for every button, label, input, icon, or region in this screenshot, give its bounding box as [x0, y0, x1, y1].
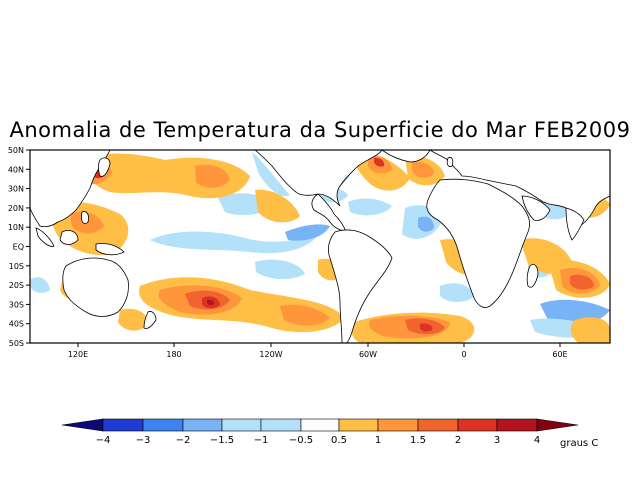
colorbar-unit: graus C: [560, 438, 598, 449]
lat-label-10n: 10N: [8, 223, 24, 232]
landmass-australia: [62, 257, 129, 317]
lon-label-180: 180: [166, 350, 181, 359]
landmass-philippines: [81, 211, 89, 224]
colorbar-swatch-2: [102, 418, 144, 432]
landmass-south-america: [327, 229, 393, 343]
lat-label-50s: 50S: [9, 339, 24, 348]
continents: [30, 150, 610, 343]
colorbar-label-4: −1.5: [210, 435, 234, 446]
lat-label-20n: 20N: [8, 204, 24, 213]
colorbar-label-9: 1.5: [410, 435, 426, 446]
colorbar-label-7: 0.5: [331, 435, 347, 446]
landmass-new-zealand: [143, 311, 157, 329]
colorbar-label-10: 2: [455, 435, 461, 446]
colorbar-swatch-10: [417, 418, 459, 432]
warm-core-south-indian-2: [570, 274, 594, 290]
colorbar-swatch-5: [221, 418, 262, 432]
lat-label-50n: 50N: [8, 146, 24, 155]
lat-label-30n: 30N: [8, 185, 24, 194]
landmass-eurasia: [30, 150, 610, 228]
cool-patch-southwest-pacific: [30, 277, 50, 293]
landmass-sumatra: [35, 227, 55, 247]
cool-patch-california: [252, 152, 290, 197]
colorbar-label-2: −3: [136, 435, 151, 446]
warm-anomalies-strong: [70, 155, 600, 339]
landmass-india: [565, 207, 585, 241]
warm-core-south-atlantic-hot: [420, 323, 433, 332]
lon-label-120e: 120E: [68, 350, 88, 359]
landmass-new-guinea: [95, 243, 125, 256]
warm-core-south-pacific-extreme: [207, 299, 215, 306]
landmass-arabia: [521, 195, 551, 221]
lon-label-60e: 60E: [552, 350, 567, 359]
colorbar-label-5: −1: [254, 435, 269, 446]
warm-core-south-pacific-east: [280, 304, 330, 326]
lat-label-30s: 30S: [9, 300, 24, 309]
landmass-borneo: [59, 230, 79, 245]
lon-label-120w: 120W: [259, 350, 282, 359]
landmass-japan: [98, 157, 111, 177]
cool-patch-gulf-guinea: [418, 216, 434, 232]
colorbar-swatch-6: [260, 418, 302, 432]
colorbar-swatch-4: [182, 418, 223, 432]
lat-axis: 50N 40N 30N 20N 10N EQ 10S 20S 30S 40S 5…: [8, 146, 30, 348]
colorbar-swatch-8: [338, 418, 379, 432]
colorbar-swatch-7: [300, 418, 340, 432]
colorbar-label-11: 3: [494, 435, 500, 446]
colorbar-label-12: 4: [534, 435, 540, 446]
colorbar-swatch-13: [536, 418, 579, 432]
colorbar-label-6: −0.5: [289, 435, 313, 446]
warm-core-north-pacific: [195, 164, 230, 188]
lat-label-40s: 40S: [9, 320, 24, 329]
cool-patch-caribbean: [348, 198, 392, 216]
colorbar-swatch-11: [457, 418, 498, 432]
warm-core-north-atlantic-hot: [374, 157, 385, 167]
lat-label-10s: 10S: [9, 262, 24, 271]
colorbar-swatch-3: [142, 418, 184, 432]
lon-axis: 120E 180 120W 60W 0 60E: [68, 343, 568, 359]
lat-label-eq: EQ: [13, 243, 24, 252]
warm-core-east-atlantic: [412, 161, 434, 178]
colorbar-label-1: −4: [96, 435, 111, 446]
lon-label-0: 0: [461, 350, 466, 359]
lat-label-40n: 40N: [8, 165, 24, 174]
landmass-greenland: [381, 150, 431, 163]
colorbar-label-8: 1: [375, 435, 381, 446]
warm-patch-east-north-pacific: [255, 189, 300, 223]
colorbar-swatch-9: [377, 418, 419, 432]
warm-patch-tasman: [118, 308, 148, 331]
warm-patch-south-indian-east: [570, 317, 610, 343]
lon-label-60w: 60W: [359, 350, 377, 359]
cool-patch-south-atlantic: [440, 283, 475, 302]
colorbar: −4 −3 −2 −1.5 −1 −0.5 0.5 1 1.5 2 3 4 gr…: [61, 418, 598, 449]
landmass-madagascar: [526, 264, 539, 288]
cool-patch-central-pacific: [150, 231, 320, 254]
lat-label-20s: 20S: [9, 281, 24, 290]
landmass-africa: [426, 178, 530, 308]
colorbar-label-3: −2: [176, 435, 191, 446]
cool-patch-southeast-pacific: [255, 259, 305, 280]
landmass-north-america: [254, 150, 383, 233]
cool-patch-east-pacific: [285, 224, 330, 241]
landmass-uk: [446, 157, 454, 167]
map-title: Anomalia de Temperatura da Superficie do…: [9, 118, 631, 142]
colorbar-swatch-12: [496, 418, 538, 432]
colorbar-swatch-1: [61, 418, 104, 432]
